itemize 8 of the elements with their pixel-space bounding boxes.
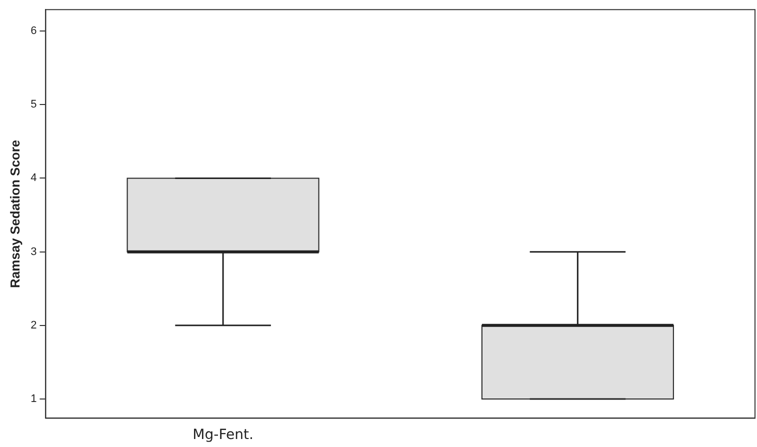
y-tick-label: 3	[30, 246, 37, 258]
y-tick-label: 4	[30, 172, 37, 184]
y-tick-label: 2	[30, 319, 37, 332]
y-tick-label: 5	[30, 98, 37, 111]
x-tick-label: Mg-Fent.	[192, 427, 254, 444]
y-axis-title: Ramsay Sedation Score	[7, 140, 22, 288]
y-tick-label: 1	[30, 393, 37, 406]
y-tick-label: 6	[30, 24, 37, 37]
